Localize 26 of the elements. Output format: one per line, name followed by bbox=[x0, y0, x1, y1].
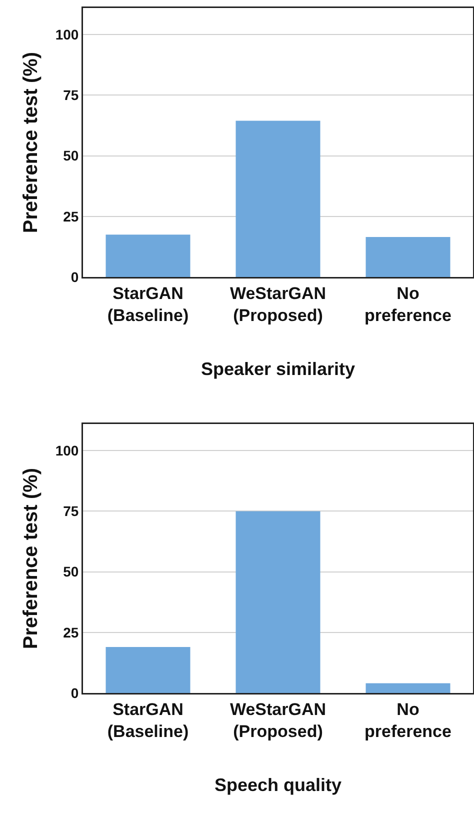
bar bbox=[236, 511, 320, 693]
x-tick-label: No preference bbox=[364, 284, 452, 325]
x-tick-label: WeStarGAN (Proposed) bbox=[230, 700, 326, 741]
x-tick-label: StarGAN (Baseline) bbox=[107, 700, 189, 741]
x-axis-title: Speech quality bbox=[214, 774, 342, 795]
y-tick-label: 25 bbox=[63, 624, 79, 640]
y-axis-title: Preference test (%) bbox=[20, 52, 42, 234]
y-tick-label: 75 bbox=[63, 87, 79, 104]
y-tick-label: 75 bbox=[63, 503, 79, 520]
y-tick-label: 0 bbox=[70, 684, 79, 701]
bar bbox=[236, 120, 320, 277]
x-tick-label: WeStarGAN (Proposed) bbox=[230, 284, 326, 325]
y-tick-label: 0 bbox=[70, 268, 79, 285]
x-tick-label: StarGAN (Baseline) bbox=[107, 284, 189, 325]
x-tick-label: No preference bbox=[364, 700, 452, 741]
y-tick-label: 100 bbox=[55, 442, 79, 459]
y-tick-label: 50 bbox=[63, 148, 79, 164]
bar bbox=[106, 234, 190, 277]
bar bbox=[366, 683, 450, 693]
bar bbox=[366, 237, 450, 277]
bar bbox=[106, 646, 190, 693]
y-tick-label: 100 bbox=[55, 26, 79, 43]
x-axis-title: Speaker similarity bbox=[200, 358, 356, 379]
y-tick-label: 50 bbox=[63, 564, 79, 580]
y-axis-title: Preference test (%) bbox=[20, 468, 42, 650]
y-tick-label: 25 bbox=[63, 208, 79, 224]
